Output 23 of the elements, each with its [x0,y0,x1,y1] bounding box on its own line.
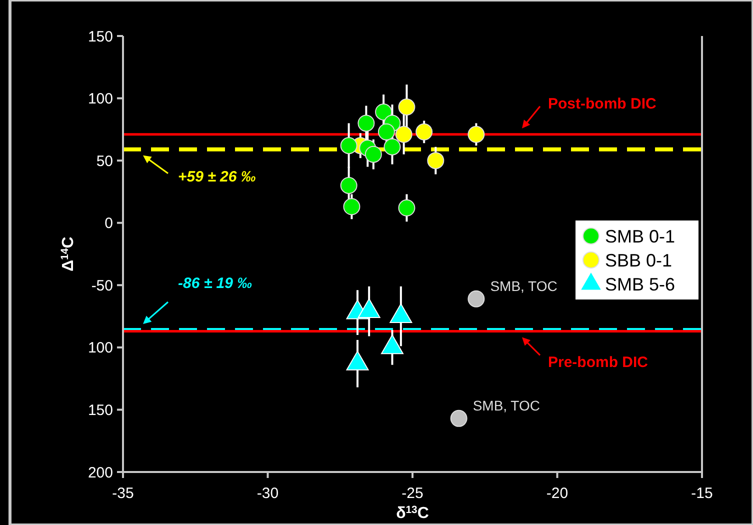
y-tick-label: 150 [88,402,113,419]
legend-label: SBB 0-1 [605,250,672,270]
x-tick-label: -35 [112,485,134,502]
x-tick-label: -20 [546,485,568,502]
x-axis-title: δ$^{13}$C [396,504,430,522]
y-tick-label: 50 [96,152,113,170]
x-tick-label: -30 [256,485,279,502]
y-tick-label: 100 [88,340,113,357]
x-tick-label: -25 [402,485,424,502]
ref-line-label: Pre-bomb DIC [548,354,648,372]
y-tick-label: 200 [88,464,113,482]
y-tick-label: 150 [88,28,113,46]
annotation: SMB, TOC [490,278,558,294]
ref-line-label: Post-bomb DIC [548,95,656,112]
x-tick-label: -15 [691,485,713,502]
y-tick-label: -50 [91,277,113,294]
legend-label: SMB 0-1 [605,226,676,246]
ref-line-label: +59 ± 26 ‰ [178,168,256,186]
y-tick-label: 0 [104,215,113,232]
annotation: SMB, TOC [472,397,540,414]
legend-label: SMB 5-6 [605,274,676,294]
y-tick-label: 100 [88,90,113,108]
ref-line-label: -86 ± 19 ‰ [178,274,252,292]
